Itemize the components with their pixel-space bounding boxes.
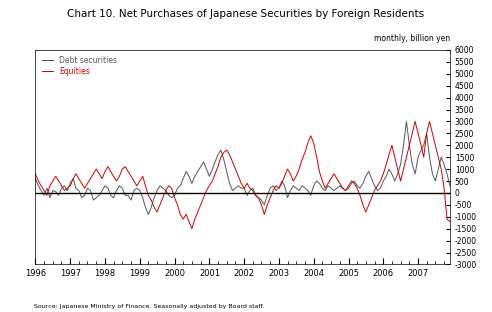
Text: Chart 10. Net Purchases of Japanese Securities by Foreign Residents: Chart 10. Net Purchases of Japanese Secu…	[67, 9, 425, 19]
Line: Equities: Equities	[35, 121, 450, 229]
Text: Source: Japanese Ministry of Finance. Seasonally adjusted by Board staff.: Source: Japanese Ministry of Finance. Se…	[34, 304, 265, 309]
Line: Debt securities: Debt securities	[35, 121, 450, 214]
Text: monthly, billion yen: monthly, billion yen	[374, 35, 450, 43]
Legend: Debt securities, Equities: Debt securities, Equities	[39, 54, 120, 78]
